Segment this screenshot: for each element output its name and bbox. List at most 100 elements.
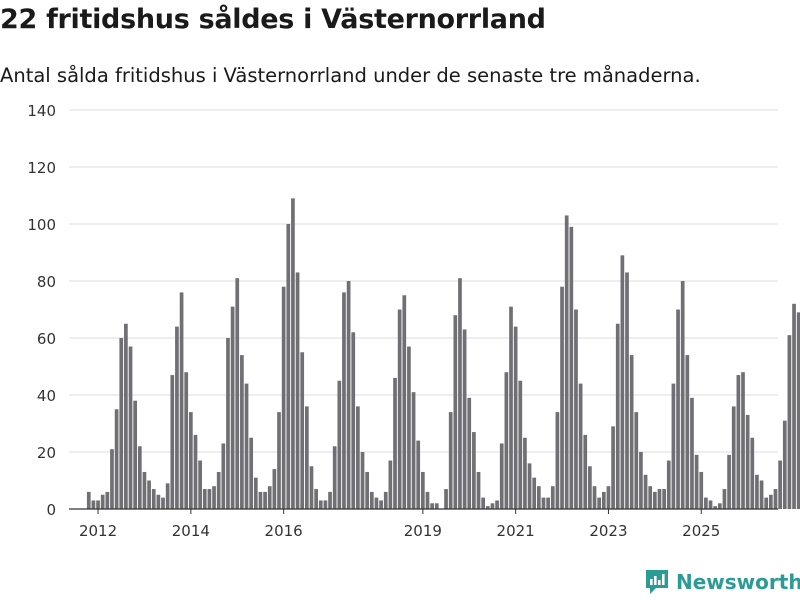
bar	[96, 500, 100, 509]
bar	[769, 494, 773, 509]
bar	[537, 486, 541, 509]
y-tick-label: 120	[27, 159, 56, 177]
bar	[86, 491, 91, 509]
bar	[226, 338, 230, 509]
bar	[184, 372, 189, 509]
bar	[643, 474, 648, 509]
bar	[527, 463, 532, 509]
bar	[615, 323, 620, 509]
bar	[147, 480, 151, 509]
bar	[713, 506, 718, 509]
bar	[314, 489, 318, 509]
y-tick-label: 60	[37, 330, 56, 348]
bar	[555, 412, 560, 509]
bar	[694, 454, 699, 509]
bar	[161, 497, 165, 509]
bar	[578, 383, 583, 509]
bar	[690, 397, 694, 509]
bar	[736, 375, 741, 509]
bar	[458, 278, 462, 509]
bar	[267, 486, 272, 509]
bar	[198, 460, 202, 509]
bar	[332, 446, 337, 509]
bar	[722, 489, 727, 509]
y-tick-label: 0	[46, 501, 56, 519]
bar	[272, 469, 277, 509]
bar	[258, 491, 263, 509]
bar	[193, 434, 198, 509]
bar	[485, 506, 490, 509]
bar	[249, 437, 254, 509]
bar	[309, 466, 314, 509]
bar	[462, 329, 467, 509]
y-tick-label: 140	[27, 102, 56, 120]
bar	[782, 420, 787, 509]
bar	[170, 375, 175, 509]
bar	[281, 286, 286, 509]
bar	[407, 346, 411, 509]
bar	[430, 503, 434, 509]
bar	[564, 215, 569, 509]
bar	[277, 412, 281, 509]
bar	[583, 434, 588, 509]
bar	[755, 474, 759, 509]
page-title: 22 fritidshus såldes i Västernorrland	[0, 4, 546, 35]
bar	[778, 460, 782, 509]
bar	[388, 460, 393, 509]
bar	[453, 315, 458, 509]
y-tick-label: 80	[37, 273, 56, 291]
bar	[741, 372, 745, 509]
bar	[541, 497, 546, 509]
bar	[253, 477, 258, 509]
bar	[110, 449, 114, 509]
bar	[764, 497, 769, 509]
bar	[300, 352, 305, 509]
bar	[676, 309, 680, 509]
bar	[202, 489, 207, 509]
bar	[137, 446, 142, 509]
bar	[518, 380, 523, 509]
bar	[680, 281, 685, 509]
bar	[128, 346, 133, 509]
bar	[156, 494, 161, 509]
bar	[328, 491, 332, 509]
bar	[592, 486, 597, 509]
bar	[620, 255, 625, 509]
bar	[731, 406, 736, 509]
bar	[759, 480, 764, 509]
bar	[476, 471, 481, 509]
bar	[699, 471, 704, 509]
bar	[532, 477, 537, 509]
bar	[662, 489, 666, 509]
x-tick-label: 2016	[265, 522, 303, 540]
bar	[318, 500, 323, 509]
bar	[601, 491, 606, 509]
x-tick-label: 2014	[172, 522, 210, 540]
bar	[509, 306, 513, 509]
bar	[625, 272, 629, 509]
bar	[588, 466, 592, 509]
bar	[421, 471, 425, 509]
y-tick-label: 40	[37, 387, 56, 405]
bar	[189, 412, 193, 509]
bar	[119, 338, 124, 509]
x-tick-label: 2012	[79, 522, 117, 540]
bar	[523, 437, 527, 509]
bar	[634, 412, 639, 509]
bar	[402, 295, 407, 509]
bar	[91, 500, 96, 509]
bar	[717, 503, 722, 509]
x-tick-label: 2019	[404, 522, 442, 540]
bar	[393, 377, 397, 509]
bar	[151, 489, 156, 509]
bar	[504, 372, 509, 509]
bar	[513, 326, 518, 509]
bar	[467, 397, 472, 509]
bar	[142, 471, 147, 509]
newsworthy-logo-icon	[646, 570, 668, 594]
bar	[648, 486, 653, 509]
bar	[105, 491, 110, 509]
bar	[346, 281, 351, 509]
bar	[295, 272, 300, 509]
bar	[653, 491, 657, 509]
